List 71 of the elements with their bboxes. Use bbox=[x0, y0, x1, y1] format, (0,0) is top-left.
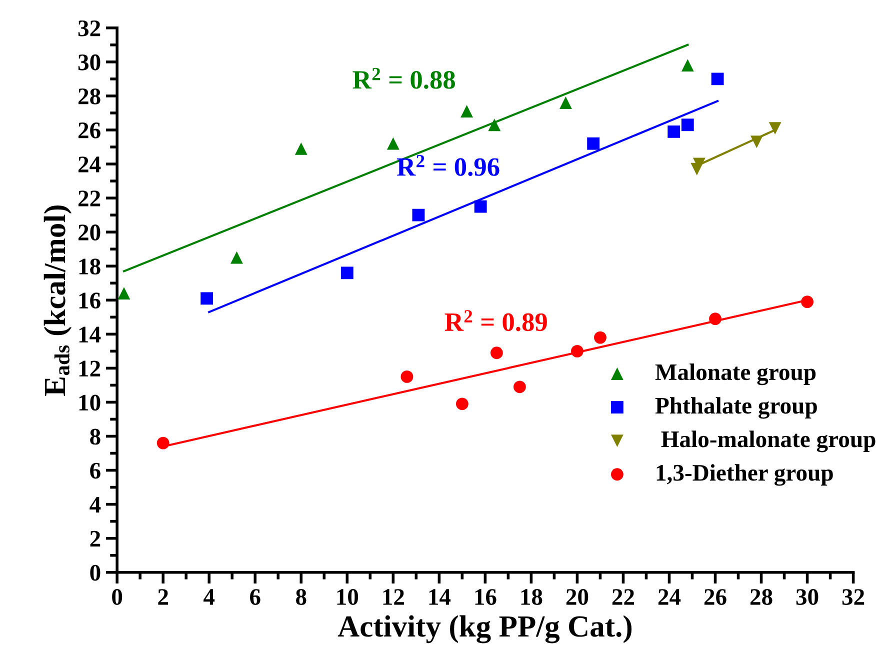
point bbox=[156, 436, 170, 450]
point bbox=[118, 287, 130, 300]
y-tick-label: 28 bbox=[78, 88, 100, 104]
point bbox=[801, 296, 814, 308]
point bbox=[386, 137, 400, 150]
x-tick-label: 10 bbox=[337, 589, 358, 605]
point bbox=[200, 292, 214, 305]
y-tick-label: 24 bbox=[78, 156, 101, 172]
y-tick-label: 32 bbox=[78, 20, 100, 36]
x-tick-label: 6 bbox=[250, 589, 260, 605]
annotation: R$^{2}$ = 0.89 bbox=[444, 310, 547, 332]
x-tick-label: 28 bbox=[750, 589, 772, 605]
legend-label: Phthalate group bbox=[655, 397, 817, 419]
x-tick-label: 20 bbox=[566, 589, 588, 605]
point bbox=[513, 380, 526, 394]
x-tick-label: 16 bbox=[475, 589, 496, 605]
point bbox=[490, 346, 503, 360]
y-tick-label: 0 bbox=[90, 564, 100, 581]
y-tick-label: 6 bbox=[90, 462, 100, 479]
point bbox=[768, 122, 782, 134]
point bbox=[668, 125, 680, 138]
y-tick-label: 8 bbox=[90, 428, 100, 445]
point bbox=[456, 398, 468, 410]
point bbox=[750, 136, 763, 148]
legend-label: Halo-malonate group bbox=[661, 430, 876, 452]
x-tick-label: 8 bbox=[296, 589, 306, 605]
point bbox=[560, 96, 572, 109]
x-tick-label: 24 bbox=[658, 589, 681, 605]
y-tick-label: 30 bbox=[78, 54, 100, 70]
point bbox=[474, 200, 487, 213]
y-tick-label: 26 bbox=[78, 122, 100, 138]
point bbox=[681, 118, 694, 132]
point bbox=[460, 105, 473, 118]
x-tick-label: 22 bbox=[612, 589, 634, 605]
point bbox=[294, 142, 308, 155]
point bbox=[681, 59, 694, 72]
y-tick-label: 22 bbox=[78, 190, 100, 206]
x-tick-label: 4 bbox=[204, 589, 215, 605]
x-tick-label: 18 bbox=[521, 589, 542, 605]
y-tick-label: 4 bbox=[90, 496, 101, 512]
y-axis-title: E$_{ads}$ (kcal/mol) bbox=[44, 205, 72, 396]
y-tick-label: 10 bbox=[79, 394, 100, 411]
y-tick-label: 20 bbox=[78, 224, 100, 240]
annotation: R$^{2}$ = 0.96 bbox=[396, 154, 500, 176]
x-tick-label: 0 bbox=[112, 589, 122, 605]
point bbox=[412, 208, 425, 222]
x-tick-label: 32 bbox=[842, 589, 864, 605]
point bbox=[709, 312, 722, 326]
point bbox=[340, 266, 354, 280]
point bbox=[711, 72, 724, 86]
x-axis-title: Activity (kg PP/g Cat.) bbox=[338, 615, 632, 644]
point bbox=[692, 158, 706, 170]
point bbox=[594, 331, 606, 344]
x-tick-label: 14 bbox=[429, 589, 451, 605]
point bbox=[488, 118, 501, 132]
y-tick-label: 16 bbox=[79, 292, 100, 309]
x-tick-label: 30 bbox=[796, 589, 818, 605]
legend-label: 1,3-Diether group bbox=[656, 464, 833, 486]
legend-label: Malonate group bbox=[655, 364, 816, 386]
y-tick-label: 14 bbox=[79, 326, 101, 342]
y-tick-label: 2 bbox=[90, 530, 100, 547]
annotation: R$^{2}$ = 0.88 bbox=[352, 68, 455, 89]
y-tick-label: 12 bbox=[79, 360, 100, 376]
y-tick-label: 18 bbox=[79, 258, 100, 275]
point bbox=[587, 137, 600, 150]
point bbox=[230, 251, 243, 264]
point bbox=[571, 344, 584, 358]
x-tick-label: 2 bbox=[158, 589, 168, 605]
point bbox=[400, 370, 414, 383]
x-tick-label: 12 bbox=[383, 589, 404, 605]
x-tick-label: 26 bbox=[704, 589, 726, 605]
